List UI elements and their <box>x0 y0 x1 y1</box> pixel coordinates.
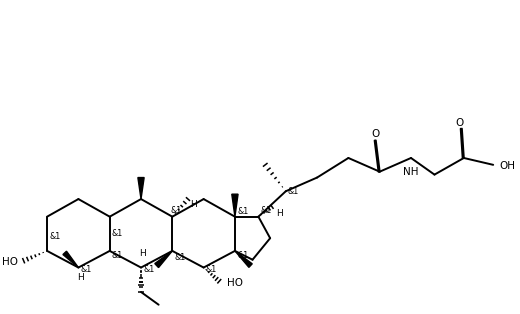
Text: &1: &1 <box>112 229 123 238</box>
Text: O: O <box>372 128 380 138</box>
Text: &1: &1 <box>175 253 186 262</box>
Text: H: H <box>139 249 146 258</box>
Text: &1: &1 <box>261 206 272 215</box>
Text: H: H <box>277 209 283 218</box>
Text: H: H <box>190 200 197 209</box>
Text: OH: OH <box>499 161 515 171</box>
Text: HO: HO <box>2 257 18 267</box>
Text: &1: &1 <box>49 232 60 241</box>
Text: O: O <box>456 118 464 128</box>
Polygon shape <box>138 177 144 199</box>
Text: &1: &1 <box>206 265 217 274</box>
Text: &1: &1 <box>81 265 92 274</box>
Text: &1: &1 <box>237 207 249 216</box>
Text: &1: &1 <box>171 206 182 215</box>
Text: &1: &1 <box>288 187 299 196</box>
Text: H: H <box>77 273 84 282</box>
Polygon shape <box>155 251 172 268</box>
Polygon shape <box>63 251 79 268</box>
Text: HO: HO <box>227 278 243 288</box>
Text: NH: NH <box>403 167 419 177</box>
Polygon shape <box>232 194 238 217</box>
Text: &1: &1 <box>112 251 123 260</box>
Text: &1: &1 <box>237 251 249 260</box>
Polygon shape <box>235 251 252 267</box>
Text: &1: &1 <box>143 265 154 274</box>
